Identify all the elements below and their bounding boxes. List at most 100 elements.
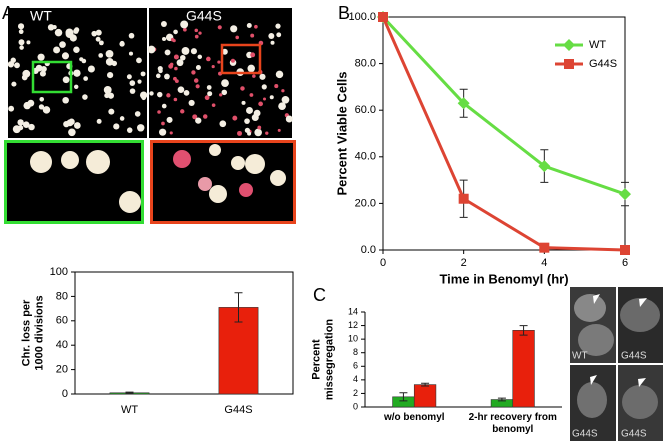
colony [73, 84, 79, 90]
colony [195, 84, 200, 89]
colony [221, 89, 228, 96]
colony [194, 34, 199, 39]
colony [86, 150, 110, 174]
colony [53, 46, 61, 54]
colony [180, 54, 186, 61]
colony [104, 93, 110, 99]
colony [126, 127, 133, 133]
colony [39, 70, 46, 77]
colony [190, 48, 197, 55]
colony [270, 40, 275, 45]
colony [250, 33, 255, 38]
colony [169, 62, 174, 67]
colony [209, 185, 227, 203]
colony [30, 151, 52, 173]
colony [254, 128, 262, 137]
colony [269, 95, 274, 100]
cell [578, 324, 614, 356]
image-label: WT [572, 351, 588, 362]
colony [95, 29, 102, 36]
y-tick-label: 60 [56, 315, 68, 327]
panel-label: B [338, 3, 350, 23]
colony [244, 127, 250, 133]
colony [275, 23, 281, 29]
colony [91, 30, 98, 37]
colony [237, 130, 243, 136]
colony [253, 109, 261, 117]
error-bar [421, 382, 430, 387]
colony [192, 114, 198, 120]
colony [193, 78, 199, 83]
colony [23, 101, 31, 110]
micrographs: WT G44S G44S G44S [570, 287, 663, 441]
colony [278, 102, 286, 111]
colony [230, 25, 238, 33]
colony [52, 24, 57, 30]
colony [254, 24, 258, 29]
colony [181, 47, 190, 55]
colony [166, 116, 173, 123]
plot-frame [74, 271, 294, 395]
marker [457, 97, 470, 110]
y-tick-label: 4 [353, 374, 358, 384]
colony [137, 79, 142, 84]
colony [103, 85, 112, 94]
colony [180, 109, 185, 114]
colony [149, 91, 154, 96]
colony [105, 49, 114, 58]
colony [7, 61, 15, 68]
colony [173, 54, 179, 60]
colony [39, 96, 45, 102]
colony [161, 103, 167, 109]
colony [158, 68, 163, 74]
colony [160, 21, 167, 27]
colony [206, 85, 212, 90]
colony [38, 104, 45, 110]
colony [157, 91, 163, 98]
series-line [381, 15, 626, 196]
colony [265, 131, 269, 135]
colony [259, 73, 266, 80]
colony [250, 52, 256, 58]
y-tick-label: 6 [353, 361, 358, 371]
colony [119, 116, 125, 121]
colony [26, 40, 31, 45]
colony [47, 24, 55, 31]
y-axis-label: Percent Viable Cells [334, 71, 349, 195]
colony [246, 106, 253, 114]
colony [105, 57, 114, 66]
y-axis-label: Percent [310, 339, 322, 380]
colony [169, 131, 173, 135]
y-axis-label: 1000 divisions [33, 295, 45, 370]
error-bar [234, 292, 243, 323]
colony [73, 28, 79, 34]
colony [246, 23, 252, 28]
colony [183, 27, 187, 32]
colony [18, 39, 25, 46]
colony [219, 120, 227, 128]
colony [221, 79, 229, 88]
colonies [7, 20, 293, 137]
colony [159, 128, 167, 136]
colony [161, 121, 165, 126]
colony [18, 29, 24, 35]
colony [62, 96, 69, 104]
colony [73, 122, 81, 129]
error-bar [125, 391, 134, 394]
y-tick-label: 100 [50, 266, 68, 278]
colony [211, 103, 216, 108]
colony [137, 124, 145, 132]
colony [155, 73, 161, 79]
image-label: G44S [186, 8, 222, 24]
colony [54, 28, 63, 37]
colony [244, 118, 250, 124]
legend-marker [564, 59, 574, 69]
colony [164, 73, 170, 80]
cell [620, 298, 660, 332]
colony [38, 65, 43, 70]
colony [174, 66, 178, 71]
colony [113, 123, 120, 130]
colony [268, 33, 275, 39]
colony [65, 28, 74, 37]
